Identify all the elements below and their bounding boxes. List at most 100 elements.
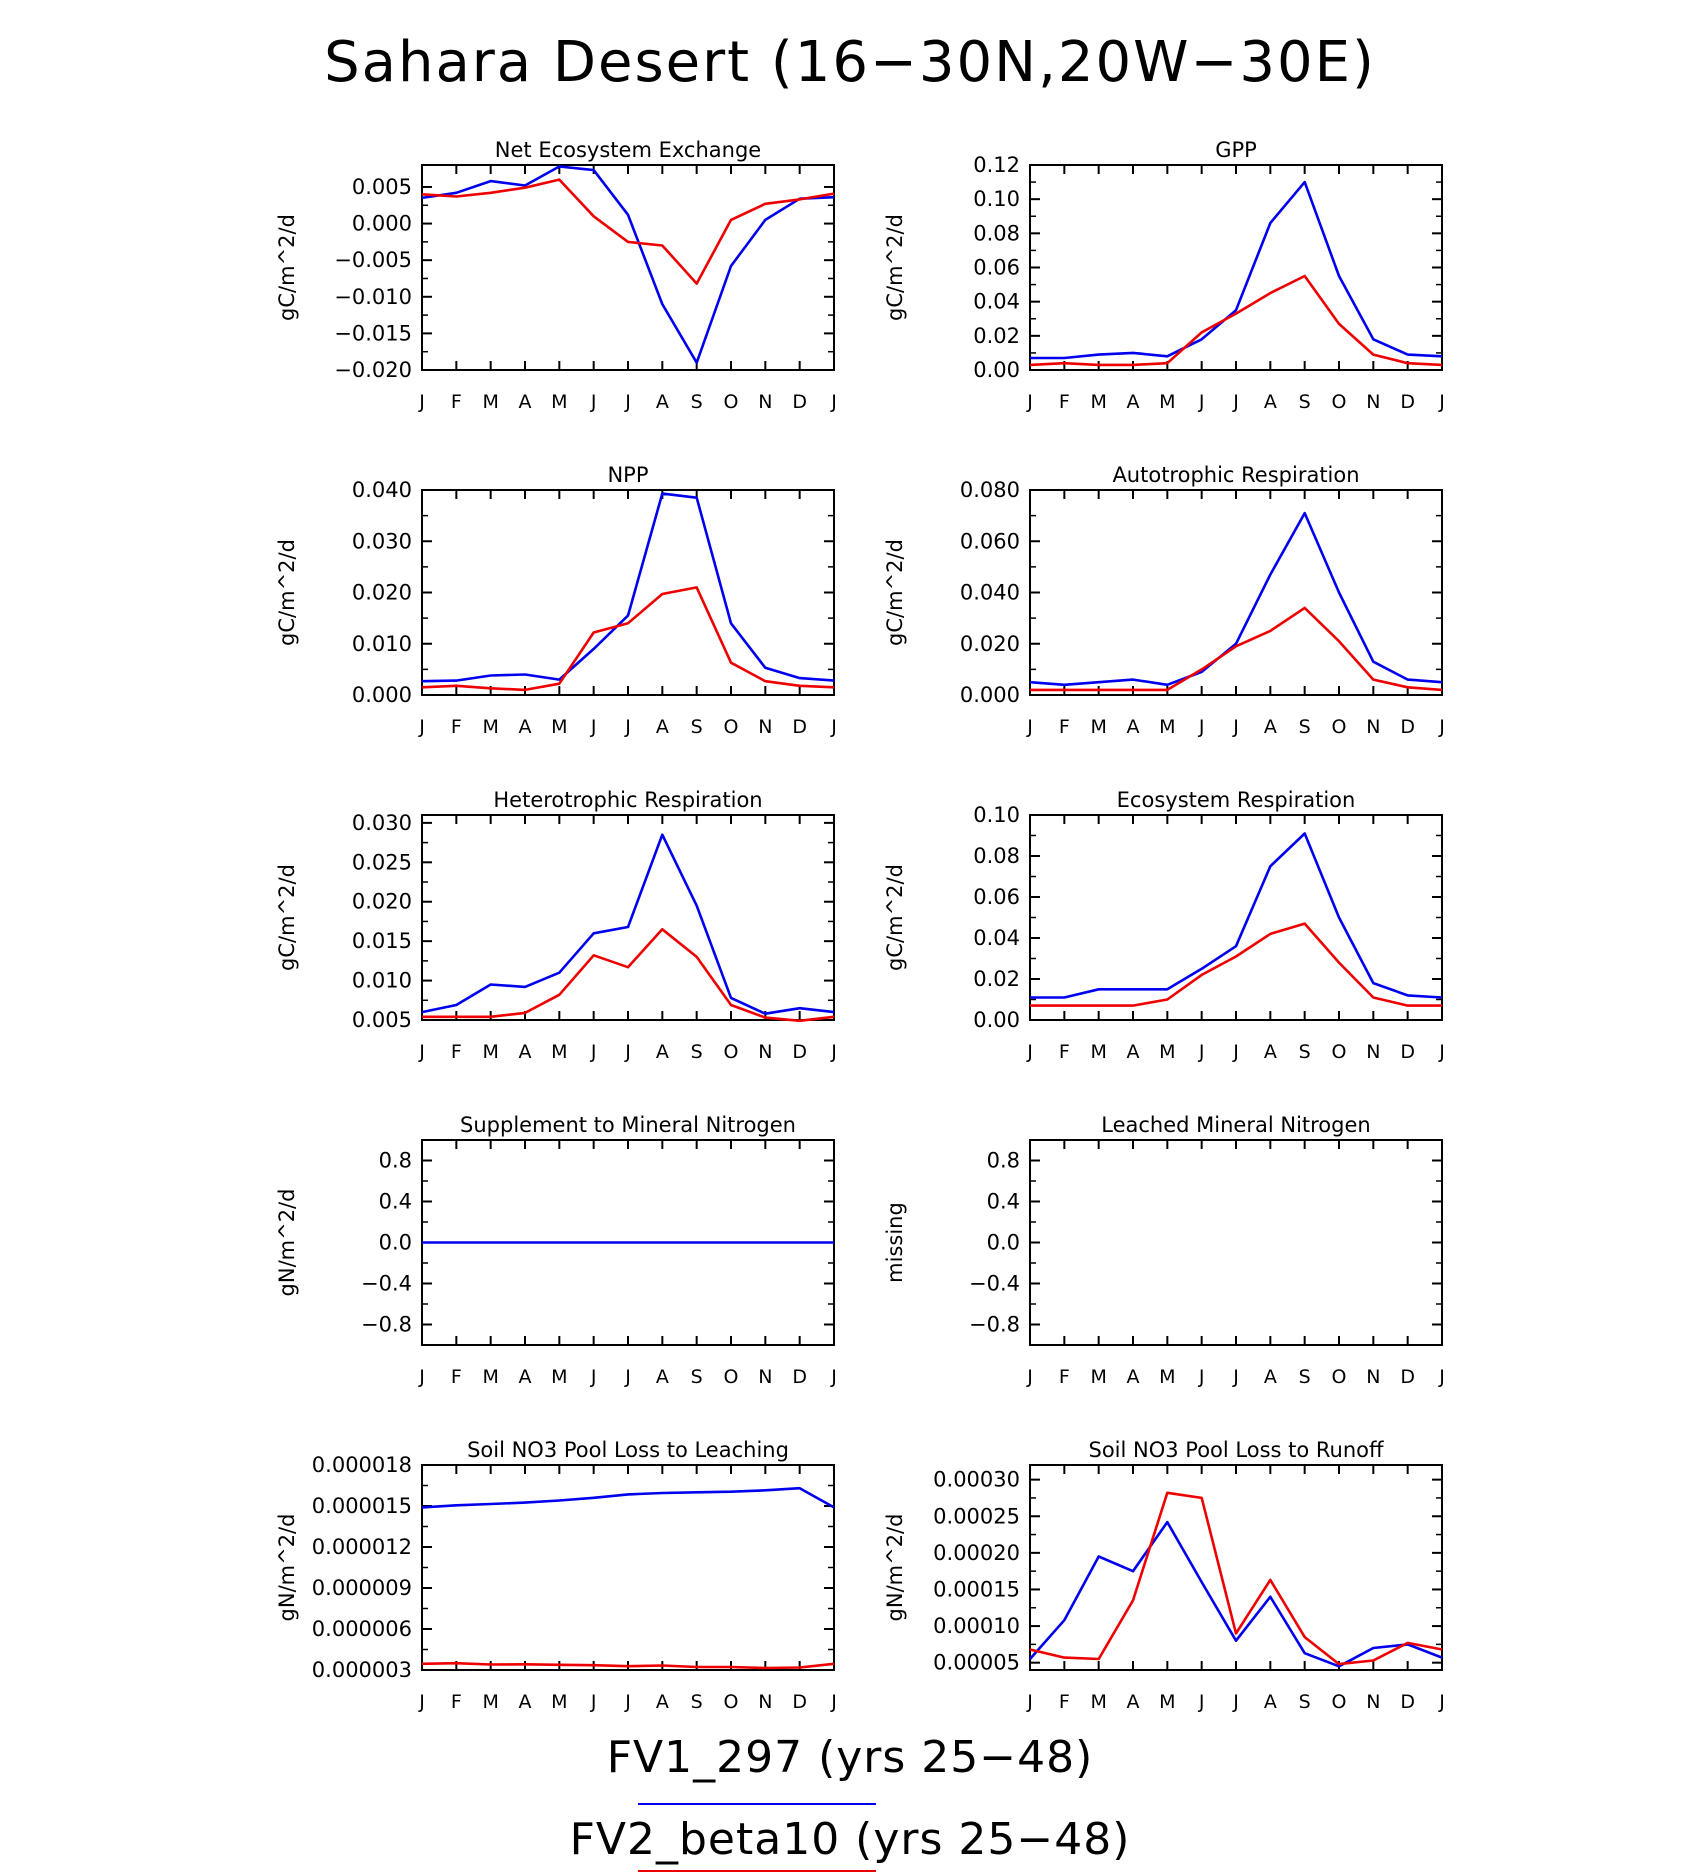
series-line-2 [421,586,835,692]
x-tick-label: J [1026,1691,1033,1713]
series-line-1 [421,492,835,683]
x-tick-label: J [1026,1041,1033,1063]
x-tick-label: M [1159,391,1175,413]
panel-9: J F M A M J J A S O N D J0.0000030.0000060.0000090.0… [275,1438,837,1713]
y-tick-label: 0.000 [352,212,412,236]
y-tick-label: −0.020 [334,358,412,382]
x-tick-label: J [830,1041,837,1063]
x-tick-label: F [1059,391,1070,413]
y-tick-label: 0.000 [960,683,1020,707]
x-tick-label: M [551,391,567,413]
series-line-2 [421,1661,835,1670]
x-tick-label: A [1127,1691,1140,1713]
y-tick-label: −0.005 [334,248,412,272]
x-tick-label: S [1299,716,1311,738]
legend-line-2 [638,1870,876,1872]
y-tick-label: 0.015 [352,929,412,953]
x-tick-label: A [519,1691,532,1713]
x-tick-label: S [691,1366,703,1388]
plot-frame [1029,164,1443,371]
x-tick-label: N [758,391,772,413]
x-tick-label: N [1366,716,1380,738]
x-tick-label: J [418,1366,425,1388]
plot-frame [1029,1139,1443,1346]
y-tick-label: 0.000009 [312,1576,412,1600]
x-tick-label: M [482,1366,498,1388]
x-tick-label: J [624,391,631,413]
panel-6: J F M A M J J A S O N D J0.000.020.040.060.080.10Eco… [883,788,1445,1063]
y-tick-label: 0.0 [379,1231,412,1255]
x-tick-label: A [1127,716,1140,738]
x-tick-label: M [551,1366,567,1388]
panel-2: J F M A M J J A S O N D J0.000.020.040.060.080.100.1… [883,138,1445,413]
x-tick-label: A [656,716,669,738]
x-tick-label: A [656,391,669,413]
panel-title: Ecosystem Respiration [1117,788,1356,812]
x-tick-label: M [1090,1366,1106,1388]
x-tick-label: F [451,391,462,413]
x-tick-label: J [624,1691,631,1713]
x-tick-label: M [1090,716,1106,738]
panel-7: J F M A M J J A S O N D J−0.8−0.40.00.40.8Supplement… [275,1113,837,1388]
x-tick-label: J [1198,1366,1205,1388]
x-tick-label: N [758,1366,772,1388]
y-tick-label: 0.030 [352,811,412,835]
x-tick-label: J [1026,391,1033,413]
y-tick-label: 0.4 [379,1190,412,1214]
x-tick-label: M [551,1041,567,1063]
series-line-2 [1030,606,1443,692]
y-tick-label: 0.00025 [933,1504,1020,1528]
panel-title: Soil NO3 Pool Loss to Leaching [467,1438,789,1462]
x-tick-label: A [1264,716,1277,738]
x-tick-label: M [551,1691,567,1713]
y-tick-label: −0.010 [334,285,412,309]
series-line-1 [1030,832,1443,999]
y-tick-label: 0.000003 [312,1658,412,1682]
x-tick-label: J [590,1041,597,1063]
legend-line-1 [638,1803,876,1805]
panel-5: J F M A M J J A S O N D J0.0050.0100.0150.0200.0250.… [275,788,837,1063]
y-tick-label: 0.020 [352,581,412,605]
x-tick-label: F [1059,1691,1070,1713]
y-tick-label: 0.4 [987,1190,1020,1214]
x-tick-label: M [1159,716,1175,738]
x-tick-label: M [482,1691,498,1713]
x-tick-label: O [724,391,739,413]
panel-title: NPP [607,463,648,487]
y-tick-label: 0.02 [973,324,1020,348]
y-tick-label: 0.02 [973,967,1020,991]
panel-title: Supplement to Mineral Nitrogen [460,1113,796,1137]
x-tick-label: D [1400,1366,1415,1388]
x-tick-label: A [1264,1691,1277,1713]
x-tick-label: J [590,1691,597,1713]
x-tick-label: O [724,716,739,738]
y-tick-label: −0.4 [361,1272,412,1296]
x-tick-label: O [1332,716,1347,738]
y-tick-label: 0.00010 [933,1614,1020,1638]
panel-1: J F M A M J J A S O N D J−0.020−0.015−0.010−0.0050.0… [275,138,837,413]
panel-title: Soil NO3 Pool Loss to Runoff [1089,1438,1385,1462]
x-tick-label: O [724,1691,739,1713]
x-tick-label: J [1026,1366,1033,1388]
x-tick-label: S [691,1691,703,1713]
x-tick-label: F [451,716,462,738]
panel-3: J F M A M J J A S O N D J0.0000.0100.0200.0300.040NP… [275,463,837,738]
x-tick-label: J [1232,391,1239,413]
y-tick-label: 0.000012 [312,1535,412,1559]
y-tick-label: 0.040 [352,478,412,502]
y-tick-label: 0.025 [352,850,412,874]
y-axis-label: gC/m^2/d [275,539,299,646]
series-line-1 [421,1486,835,1509]
x-tick-label: S [1299,1366,1311,1388]
y-tick-label: 0.00015 [933,1577,1020,1601]
x-tick-label: N [1366,1691,1380,1713]
x-tick-label: D [1400,716,1415,738]
x-tick-label: M [482,716,498,738]
x-tick-label: S [691,1041,703,1063]
x-tick-label: S [1299,1691,1311,1713]
x-tick-label: S [1299,391,1311,413]
x-tick-label: M [1159,1041,1175,1063]
x-tick-label: J [590,1366,597,1388]
x-tick-label: A [1264,1041,1277,1063]
panel-title: Heterotrophic Respiration [493,788,762,812]
